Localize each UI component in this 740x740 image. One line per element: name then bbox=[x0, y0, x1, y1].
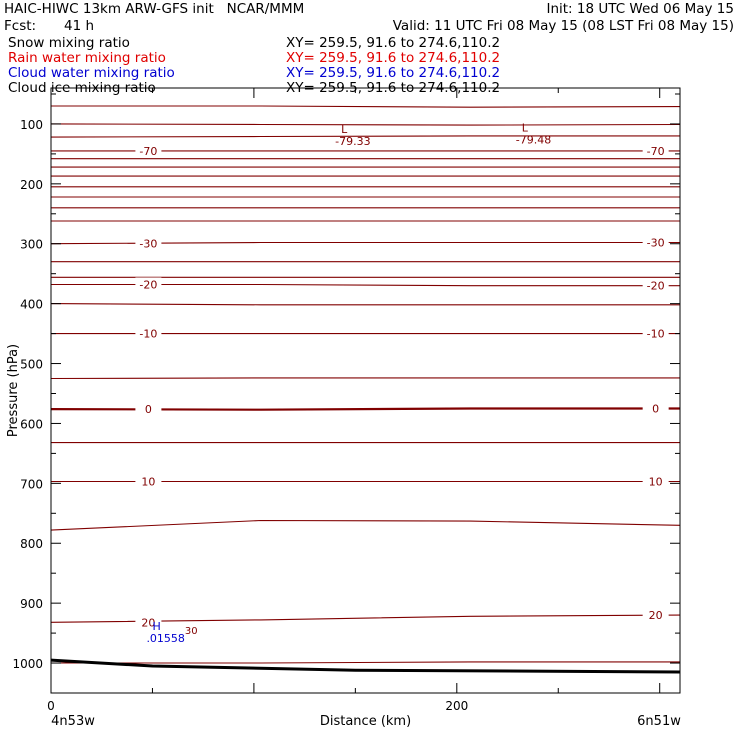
extremum-letter: L bbox=[341, 123, 348, 136]
isotherm-line bbox=[50, 135, 680, 138]
ground-line bbox=[50, 658, 681, 674]
isotherm-label-right: -30 bbox=[647, 237, 665, 250]
plot-title: HAIC-HIWC 13km ARW-GFS init NCAR/MMM bbox=[4, 1, 305, 17]
extremum-value: .01558 bbox=[146, 632, 185, 645]
isotherm-label-bg bbox=[135, 236, 162, 251]
isotherm-label-bg bbox=[135, 474, 162, 489]
x-tick-label: 0 bbox=[47, 699, 55, 713]
x-axis: 0 200 bbox=[47, 88, 661, 713]
isotherm-label-left: 20 bbox=[141, 616, 155, 629]
extremum-letter: L bbox=[522, 122, 529, 135]
x-axis-label: Distance (km) bbox=[320, 714, 411, 729]
isotherm-label-bg bbox=[135, 326, 162, 341]
isotherm-label-bg bbox=[642, 235, 669, 250]
y-tick-label: 900 bbox=[20, 597, 43, 611]
field-xy-snow: XY= 259.5, 91.6 to 274.6,110.2 bbox=[286, 35, 501, 51]
isotherm-label-left: 10 bbox=[141, 476, 155, 489]
field-label-cloud-water: Cloud water mixing ratio bbox=[8, 65, 175, 81]
isotherm-line bbox=[51, 661, 680, 664]
ground-surface bbox=[50, 658, 681, 674]
isotherm-line bbox=[51, 105, 681, 108]
isotherm-label-right: -10 bbox=[647, 328, 665, 341]
isotherm-label-left: -30 bbox=[139, 238, 157, 251]
isotherm-label-left: -10 bbox=[139, 328, 157, 341]
isotherm-line bbox=[50, 123, 681, 126]
x-tick-label: 200 bbox=[445, 699, 468, 713]
y-tick-label: 1000 bbox=[12, 657, 43, 671]
init-time: Init: 18 UTC Wed 06 May 15 bbox=[546, 1, 734, 17]
y-tick-label: 400 bbox=[20, 298, 43, 312]
isotherm-label-right: -70 bbox=[647, 145, 665, 158]
field-xy-cloud-water: XY= 259.5, 91.6 to 274.6,110.2 bbox=[286, 65, 501, 81]
isotherm-label-bg bbox=[135, 402, 162, 417]
y-tick-label: 500 bbox=[20, 358, 43, 372]
extremum-letter: H bbox=[152, 620, 160, 633]
y-tick-label: 800 bbox=[20, 537, 43, 551]
y-tick-label: 300 bbox=[20, 238, 43, 252]
field-label-rain: Rain water mixing ratio bbox=[8, 50, 166, 66]
isotherm-label-right: 20 bbox=[649, 609, 663, 622]
isotherm-line bbox=[50, 303, 680, 306]
isotherm-label-left: -70 bbox=[139, 145, 157, 158]
forecast-label: Fcst: bbox=[4, 18, 37, 34]
isotherm-line bbox=[50, 519, 681, 531]
isotherm-label-bg bbox=[135, 615, 162, 630]
isotherm-label-bg bbox=[642, 326, 669, 341]
extremum-value: -79.33 bbox=[335, 135, 370, 148]
isotherm-line bbox=[50, 377, 680, 380]
isotherm-contours: -70 -70 -30 -30 -20 -20 -10 -10 0 0 10 10 20 20 bbox=[50, 105, 681, 664]
isotherm-label-right: 10 bbox=[649, 476, 663, 489]
y-axis-label: Pressure (hPa) bbox=[6, 344, 21, 437]
plot-frame bbox=[50, 87, 681, 694]
y-tick-label: 600 bbox=[20, 417, 43, 431]
contour-value-label: 30 bbox=[185, 626, 198, 637]
isotherm-label-bg bbox=[642, 278, 669, 293]
isotherm-label-bg bbox=[642, 608, 669, 623]
isotherm-label-left: 0 bbox=[145, 403, 152, 416]
extremum-value: -79.48 bbox=[516, 134, 551, 147]
y-tick-label: 100 bbox=[20, 118, 43, 132]
y-tick-label: 200 bbox=[20, 178, 43, 192]
isotherm-label-right: -20 bbox=[647, 280, 665, 293]
isotherm-label-left: -20 bbox=[139, 278, 157, 291]
field-xy-rain: XY= 259.5, 91.6 to 274.6,110.2 bbox=[286, 50, 501, 66]
x-right-end-label: 6n51w bbox=[637, 714, 681, 729]
valid-time: Valid: 11 UTC Fri 08 May 15 (08 LST Fri … bbox=[392, 18, 734, 34]
isotherm-label-bg bbox=[642, 474, 669, 489]
isotherm-label-right: 0 bbox=[652, 402, 659, 415]
isotherm-label-bg bbox=[135, 277, 162, 292]
isotherm-label-bg bbox=[135, 143, 162, 158]
field-label-snow: Snow mixing ratio bbox=[8, 35, 130, 51]
isotherm-label-bg bbox=[642, 143, 669, 158]
x-left-end-label: 4n53w bbox=[51, 714, 95, 729]
forecast-hours: 41 h bbox=[64, 18, 95, 34]
isotherm-label-bg bbox=[642, 401, 669, 416]
y-tick-label: 700 bbox=[20, 477, 43, 491]
